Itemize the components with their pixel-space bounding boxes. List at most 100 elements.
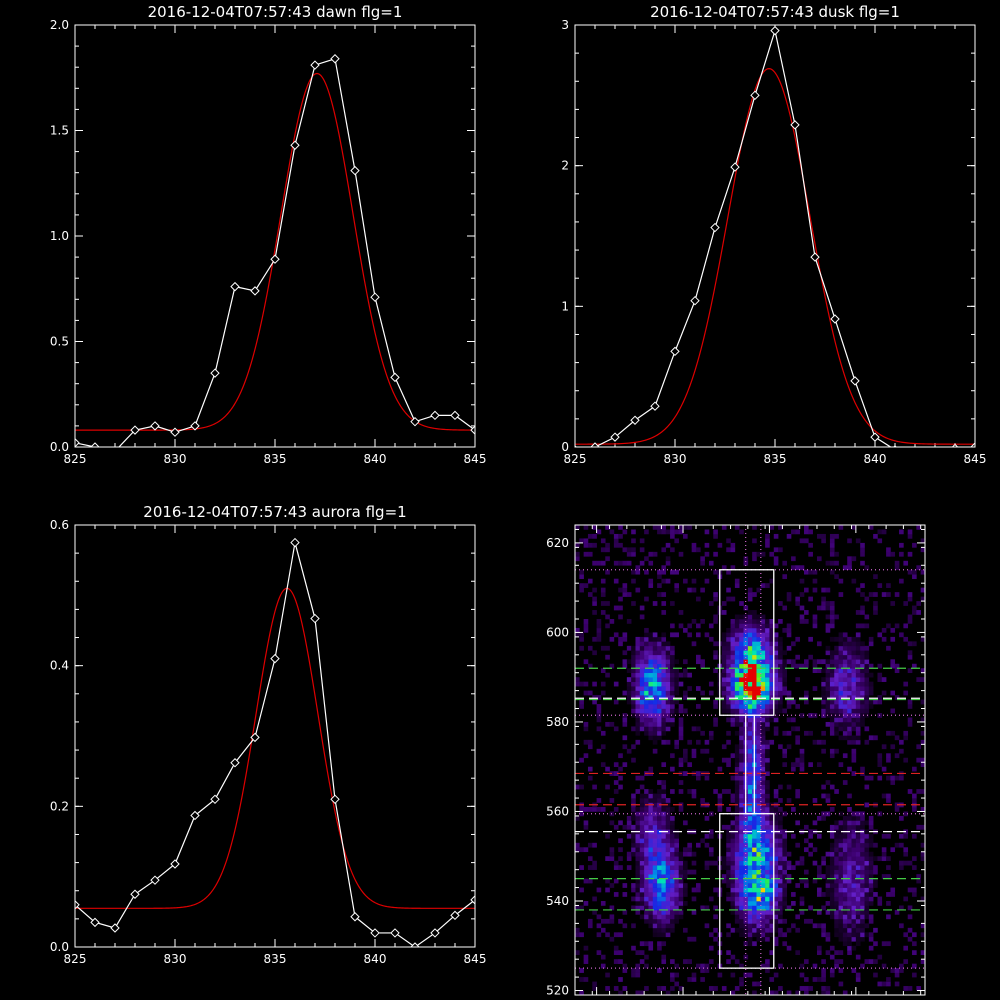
heatmap-cell	[912, 941, 917, 947]
heatmap-cell	[648, 923, 654, 929]
heatmap-cell	[752, 525, 757, 530]
heatmap-cell	[730, 596, 736, 602]
heatmap-cell	[804, 587, 809, 593]
heatmap-cell	[829, 730, 835, 736]
heatmap-cell	[903, 757, 909, 763]
heatmap-cell	[864, 892, 870, 897]
heatmap-cell	[860, 695, 865, 700]
heatmap-cell	[816, 668, 822, 674]
heatmap-cell	[838, 681, 844, 687]
heatmap-cell	[734, 883, 740, 888]
heatmap-cell	[765, 932, 770, 938]
heatmap-cell	[851, 968, 857, 973]
heatmap-cell	[587, 645, 593, 651]
heatmap-cell	[864, 838, 870, 844]
heatmap-cell	[639, 892, 645, 897]
heatmap-cell	[838, 659, 844, 665]
heatmap-cell	[743, 636, 749, 642]
heatmap-cell	[868, 838, 874, 844]
heatmap-cell	[873, 878, 878, 884]
heatmap-cell	[665, 811, 671, 817]
heatmap-cell	[674, 896, 679, 902]
heatmap-cell	[661, 525, 667, 530]
heatmap-cell	[683, 659, 688, 665]
heatmap-cell	[847, 807, 852, 812]
heatmap-cell	[747, 730, 753, 736]
heatmap-cell	[773, 918, 779, 924]
heatmap-cell	[838, 865, 844, 870]
heatmap-cell	[743, 824, 749, 830]
heatmap-cell	[752, 663, 757, 669]
heatmap-cell	[661, 892, 667, 897]
heatmap-cell	[765, 865, 770, 870]
heatmap-cell	[626, 748, 632, 754]
heatmap-cell	[708, 959, 714, 964]
heatmap-cell	[713, 592, 718, 597]
heatmap-cell	[734, 748, 740, 754]
dawn-data-point	[410, 416, 420, 427]
heatmap-cell	[579, 574, 584, 580]
heatmap-cell	[860, 923, 865, 929]
heatmap-cell	[842, 833, 848, 839]
heatmap-cell	[782, 883, 788, 888]
heatmap-cell	[860, 811, 865, 817]
heatmap-cell	[683, 627, 688, 633]
heatmap-cell	[838, 525, 844, 530]
heatmap-cell	[674, 699, 679, 705]
heatmap-cell	[816, 739, 822, 745]
heatmap-cell	[855, 892, 861, 897]
heatmap-cell	[674, 833, 679, 839]
heatmap-cell	[743, 860, 749, 866]
heatmap-cell	[691, 851, 697, 857]
heatmap-cell	[847, 842, 852, 848]
heatmap-cell	[639, 802, 645, 808]
heatmap-cell	[752, 860, 757, 866]
heatmap-cell	[752, 842, 757, 848]
heatmap-cell	[816, 887, 822, 893]
heatmap-cell	[670, 860, 675, 866]
heatmap-cell	[860, 766, 865, 772]
heatmap-cell	[804, 695, 809, 700]
heatmap-cell	[838, 645, 844, 651]
heatmap-cell	[799, 856, 805, 862]
heatmap-cell	[575, 681, 580, 687]
heatmap-cell	[639, 847, 645, 853]
heatmap-cell	[747, 636, 753, 642]
heatmap-cell	[747, 744, 753, 750]
heatmap-cell	[860, 592, 865, 597]
heatmap-cell	[657, 824, 662, 830]
heatmap-cell	[778, 820, 783, 826]
heatmap-cell	[596, 923, 602, 929]
heatmap-cell	[652, 677, 658, 682]
heatmap-cell	[674, 569, 679, 575]
heatmap-cell	[734, 892, 740, 897]
heatmap-cell	[769, 923, 775, 929]
heatmap-cell	[747, 883, 753, 888]
heatmap-cell	[743, 896, 749, 902]
heatmap-cell	[868, 883, 874, 888]
heatmap-cell	[657, 918, 662, 924]
heatmap-cell	[652, 860, 658, 866]
heatmap-cell	[631, 923, 636, 929]
heatmap-cell	[760, 878, 766, 884]
heatmap-cell	[648, 668, 654, 674]
heatmap-cell	[635, 775, 641, 781]
heatmap-cell	[916, 525, 921, 530]
heatmap-cell	[739, 668, 744, 674]
heatmap-cell	[579, 807, 584, 812]
heatmap-cell	[782, 690, 788, 696]
heatmap-cell	[644, 918, 649, 924]
heatmap-cell	[912, 856, 917, 862]
heatmap-cell	[609, 918, 615, 924]
heatmap-cell	[778, 654, 783, 660]
heatmap-cell	[907, 717, 913, 723]
heatmap-cell	[648, 807, 654, 812]
heatmap-cell	[886, 856, 891, 862]
heatmap-cell	[860, 645, 865, 651]
heatmap-cell	[855, 730, 861, 736]
heatmap-cell	[683, 927, 688, 933]
heatmap-cell	[868, 945, 874, 951]
heatmap-cell	[773, 815, 779, 821]
heatmap-cell	[652, 807, 658, 812]
heatmap-cell	[678, 807, 684, 812]
